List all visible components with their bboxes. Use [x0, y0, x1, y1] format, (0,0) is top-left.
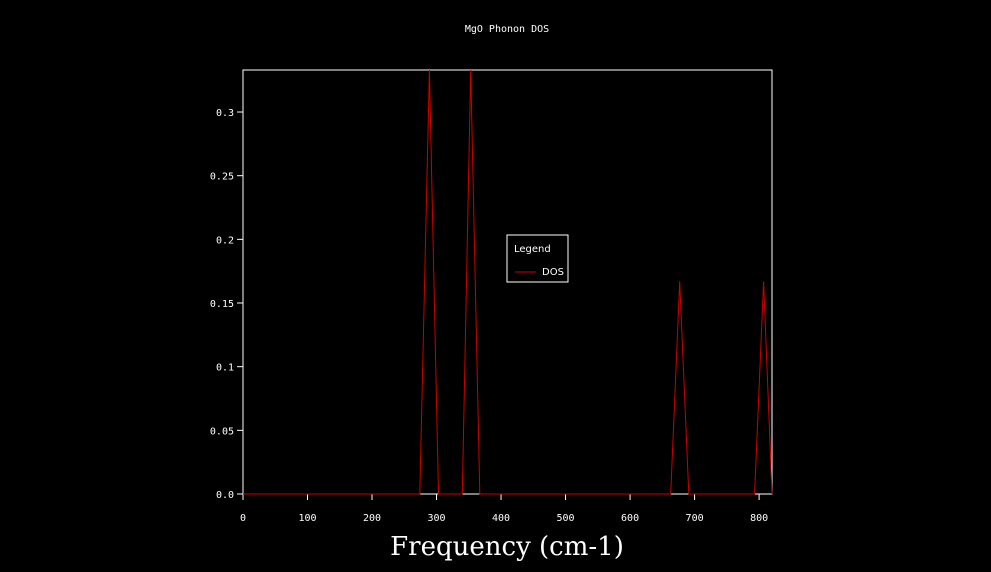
- legend-title: Legend: [514, 244, 551, 255]
- x-tick-label: 800: [750, 513, 768, 524]
- x-tick-label: 600: [621, 513, 639, 524]
- y-tick-label: 0.0: [216, 490, 234, 501]
- y-tick-label: 0.3: [216, 108, 234, 119]
- y-tick-label: 0.2: [216, 235, 234, 246]
- x-tick-label: 200: [363, 513, 381, 524]
- legend-box: [506, 234, 569, 283]
- y-axis: 0.0 0.05 0.1 0.15 0.2 0.25 0.3: [210, 108, 243, 501]
- x-axis: 0 100 200 300 400 500 600 700 800: [240, 494, 768, 524]
- x-tick-label: 700: [686, 513, 704, 524]
- y-tick-label: 0.1: [216, 363, 234, 374]
- x-tick-label: 300: [428, 513, 446, 524]
- y-tick-label: 0.05: [210, 426, 234, 437]
- y-tick-label: 0.25: [210, 172, 234, 183]
- legend-entry-dos: DOS: [542, 267, 564, 278]
- legend: Legend DOS: [506, 234, 569, 283]
- y-tick-label: 0.15: [210, 299, 234, 310]
- series-line-dos: [243, 69, 773, 495]
- x-axis-label: Frequency (cm-1): [390, 532, 624, 562]
- x-tick-label: 100: [298, 513, 316, 524]
- x-tick-label: 400: [492, 513, 510, 524]
- chart-title: MgO Phonon DOS: [465, 24, 549, 35]
- series-layer: [243, 69, 773, 495]
- x-tick-label: 500: [557, 513, 575, 524]
- x-tick-label: 0: [240, 513, 246, 524]
